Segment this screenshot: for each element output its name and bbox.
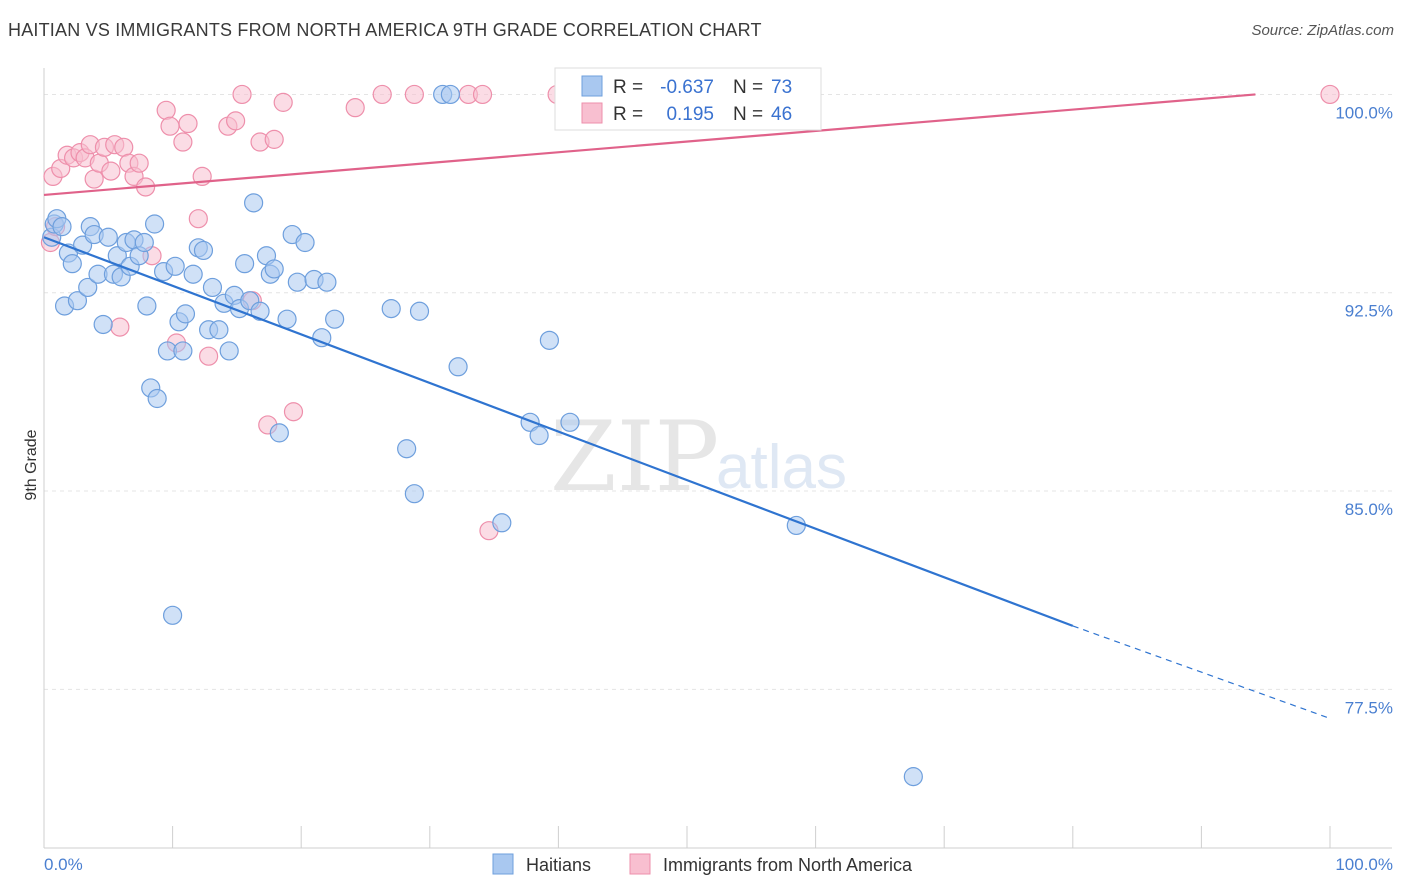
haitians-point-61 (404, 484, 424, 504)
haitians-point-35 (193, 240, 214, 261)
immigrants-point-18 (129, 153, 149, 173)
haitians-trend-line (43, 236, 1074, 627)
y-axis-label: 9th Grade (23, 429, 40, 500)
haitians-point-69 (539, 330, 559, 350)
stats-n-label-haitians: N = (733, 77, 763, 98)
bottom-legend: Haitians Immigrants from North America (492, 853, 913, 875)
haitians-point-29 (165, 256, 185, 276)
haitians-point-50 (269, 423, 289, 443)
haitians-point-57 (317, 272, 337, 292)
immigrants-point-37 (283, 402, 304, 422)
immigrants-point-24 (173, 132, 193, 152)
immigrants-point-39 (372, 84, 392, 105)
haitians-point-43 (235, 254, 255, 274)
stats-legend: R = -0.637 N = 73 R = 0.195 N = 46 (554, 67, 822, 131)
haitians-point-67 (520, 412, 540, 432)
haitians-point-37 (202, 277, 223, 298)
haitians-point-62 (409, 301, 430, 321)
haitians-point-72 (903, 767, 923, 787)
immigrants-point-31 (232, 84, 252, 105)
legend-label-immigrants: Immigrants from North America (663, 855, 913, 875)
haitians-point-14 (98, 227, 118, 247)
stats-legend-swatch-haitians (581, 75, 603, 97)
haitians-point-32 (175, 304, 196, 324)
immigrants-point-26 (188, 209, 208, 229)
y-tick-labels: 100.0% 92.5% 85.0% 77.5% (1335, 103, 1393, 717)
x-tick-label-1: 100.0% (1335, 855, 1393, 874)
x-tick-label-0: 0.0% (44, 855, 83, 874)
chart-title: HAITIAN VS IMMIGRANTS FROM NORTH AMERICA… (8, 20, 762, 40)
haitians-point-3 (52, 217, 72, 237)
immigrants-point-28 (199, 346, 219, 366)
immigrants-point-35 (264, 129, 284, 149)
haitians-point-22 (134, 232, 154, 253)
haitians-point-64 (440, 84, 460, 105)
haitians-point-53 (287, 272, 307, 292)
immigrants-point-47 (1320, 84, 1340, 105)
immigrants-point-42 (472, 84, 493, 105)
stats-r-value-haitians: -0.637 (660, 77, 714, 98)
stats-legend-swatch-immigrants (581, 102, 603, 124)
haitians-point-65 (448, 357, 468, 377)
haitians-point-58 (325, 309, 345, 329)
haitians-point-70 (560, 412, 580, 432)
y-tick-label-0: 100.0% (1335, 103, 1393, 122)
trend-lines (43, 93, 1331, 720)
haitians-point-66 (492, 513, 512, 533)
y-tick-label-2: 85.0% (1345, 500, 1393, 519)
stats-n-label-immigrants: N = (733, 104, 763, 125)
immigrants-point-9 (84, 169, 104, 189)
haitians-point-31 (173, 341, 193, 361)
haitians-point-59 (381, 299, 401, 319)
haitians-point-45 (244, 193, 264, 213)
haitians-point-6 (62, 254, 82, 274)
x-tick-labels: 0.0% 100.0% (44, 855, 1393, 874)
stats-n-value-immigrants: 46 (771, 104, 792, 125)
haitians-point-49 (264, 259, 284, 279)
immigrants-point-36 (273, 92, 293, 112)
haitians-point-54 (295, 232, 315, 253)
haitians-point-13 (93, 314, 113, 335)
stats-r-label-haitians: R = (613, 77, 643, 98)
haitians-point-73 (163, 605, 183, 625)
haitians-point-9 (78, 277, 98, 298)
haitians-point-23 (137, 296, 157, 316)
immigrants-point-14 (110, 317, 130, 337)
stats-r-label-immigrants: R = (613, 104, 643, 125)
haitians-point-60 (397, 439, 417, 459)
haitians-point-51 (277, 309, 297, 329)
stats-r-value-immigrants: 0.195 (666, 104, 714, 125)
immigrants-point-22 (160, 116, 180, 136)
haitians-point-40 (219, 341, 239, 361)
watermark-atlas: atlas (716, 433, 847, 502)
immigrants-point-21 (156, 100, 176, 120)
y-tick-label-3: 77.5% (1345, 698, 1393, 717)
legend-label-haitians: Haitians (526, 855, 591, 875)
stats-n-value-haitians: 73 (771, 77, 792, 98)
immigrants-point-38 (345, 98, 365, 118)
haitians-point-46 (250, 301, 270, 321)
x-axis-ticks (43, 826, 1331, 848)
immigrants-point-40 (404, 84, 424, 105)
haitians-point-33 (183, 264, 203, 284)
gridlines (44, 93, 1392, 690)
haitians-point-68 (529, 425, 549, 446)
haitians-point-26 (147, 388, 167, 409)
immigrants-point-12 (101, 161, 121, 181)
immigrants-trend-line (43, 93, 1256, 197)
immigrants-point-15 (114, 137, 134, 157)
haitians-point-25 (144, 214, 165, 234)
y-tick-label-1: 92.5% (1345, 302, 1393, 321)
legend-swatch-immigrants (629, 853, 651, 875)
source-credit: Source: ZipAtlas.com (1251, 22, 1394, 39)
haitians-point-38 (209, 320, 229, 340)
haitians-trend-line-extension (1072, 625, 1331, 720)
immigrants-point-30 (226, 111, 246, 131)
series-haitians-points (42, 84, 923, 787)
legend-swatch-haitians (492, 853, 514, 875)
immigrants-point-25 (178, 113, 198, 134)
haitians-point-7 (67, 291, 88, 311)
